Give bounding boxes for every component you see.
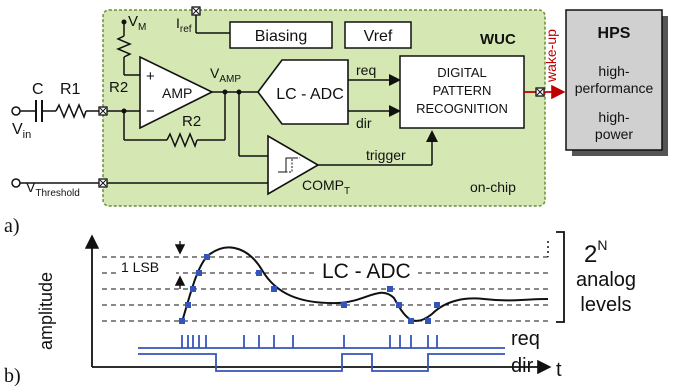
biasing-label: Biasing — [255, 28, 307, 45]
dir-signal-label: dir — [356, 115, 372, 131]
sample-dot — [387, 286, 393, 292]
hps-line-2: performance — [575, 80, 654, 96]
amplifier — [139, 55, 214, 130]
lc-adc-plot-label: LC - ADC — [322, 260, 411, 283]
dir-waveform — [138, 353, 505, 372]
resistor-r2-divider — [116, 35, 132, 58]
hps-block — [565, 9, 663, 151]
levels-count: 2N — [584, 237, 607, 268]
lc-adc-label: LC - ADC — [276, 86, 344, 103]
vm-label: VM — [128, 13, 146, 33]
sample-dot — [196, 270, 202, 276]
comp-label: COMPT — [302, 177, 350, 197]
vamp-label: VAMP — [210, 65, 241, 85]
on-chip-label: on-chip — [470, 179, 516, 195]
sample-dot — [179, 318, 185, 324]
r2-top-label: R2 — [109, 79, 128, 96]
dpr-line-2: PATTERN — [433, 83, 492, 98]
sample-dot — [408, 318, 414, 324]
vref-label: Vref — [364, 28, 393, 45]
hps-line-1: high- — [598, 63, 629, 79]
signal-curve — [181, 246, 549, 323]
sample-dot — [396, 302, 402, 308]
levels-line-3: levels — [580, 294, 631, 316]
lsb-label: 1 LSB — [121, 259, 159, 275]
dpr-line-3: RECOGNITION — [416, 101, 508, 116]
amp-plus: + — [146, 68, 155, 85]
hps-line-4: power — [595, 126, 633, 142]
sample-dot — [341, 302, 347, 308]
amplitude-axis-label: amplitude — [36, 272, 56, 350]
vthreshold-label: VThreshold — [26, 179, 80, 199]
sample-dot — [256, 270, 262, 276]
sample-dot — [271, 286, 277, 292]
hps-line-3: high- — [598, 109, 629, 125]
dir-trace-label: dir — [511, 355, 534, 377]
levels-line-2: analog — [576, 269, 636, 291]
req-trace-label: req — [511, 328, 540, 350]
panel-a-tag: a) — [4, 215, 20, 237]
vin-label: Vin — [12, 121, 31, 141]
r1-label: R1 — [60, 81, 81, 98]
sample-dot — [185, 302, 191, 308]
panel-b-tag: b) — [4, 365, 21, 387]
dpr-line-1: DIGITAL — [437, 65, 487, 80]
amp-label: AMP — [162, 85, 192, 101]
chip-label-wuc: WUC — [480, 31, 516, 48]
sample-dot — [434, 302, 440, 308]
sample-dot — [425, 318, 431, 324]
sample-dot — [204, 254, 210, 260]
vref-block — [344, 21, 412, 49]
levels-bracket — [556, 231, 565, 323]
resistor-r1 — [55, 103, 87, 120]
wakeup-label: wake-up — [543, 29, 559, 83]
comparator — [267, 134, 320, 196]
req-signal-label: req — [356, 62, 376, 78]
threshold-terminal — [11, 178, 21, 188]
time-axis-label: t — [556, 359, 562, 381]
hps-title: HPS — [598, 25, 631, 42]
r2-bottom-label: R2 — [182, 113, 201, 130]
quantization-levels — [102, 256, 548, 322]
iref-label: Iref — [176, 15, 192, 35]
amp-minus: − — [146, 103, 155, 120]
sample-dot — [190, 286, 196, 292]
req-pulses — [181, 335, 438, 348]
trigger-label: trigger — [366, 147, 406, 163]
resistor-r2-feedback — [166, 132, 198, 149]
digital-pattern-recognition-block — [399, 55, 525, 129]
capacitor-label: C — [32, 81, 44, 98]
lc-adc-block — [257, 59, 349, 125]
sample-dots — [179, 254, 440, 324]
input-terminal — [11, 106, 21, 116]
biasing-block — [229, 21, 333, 49]
